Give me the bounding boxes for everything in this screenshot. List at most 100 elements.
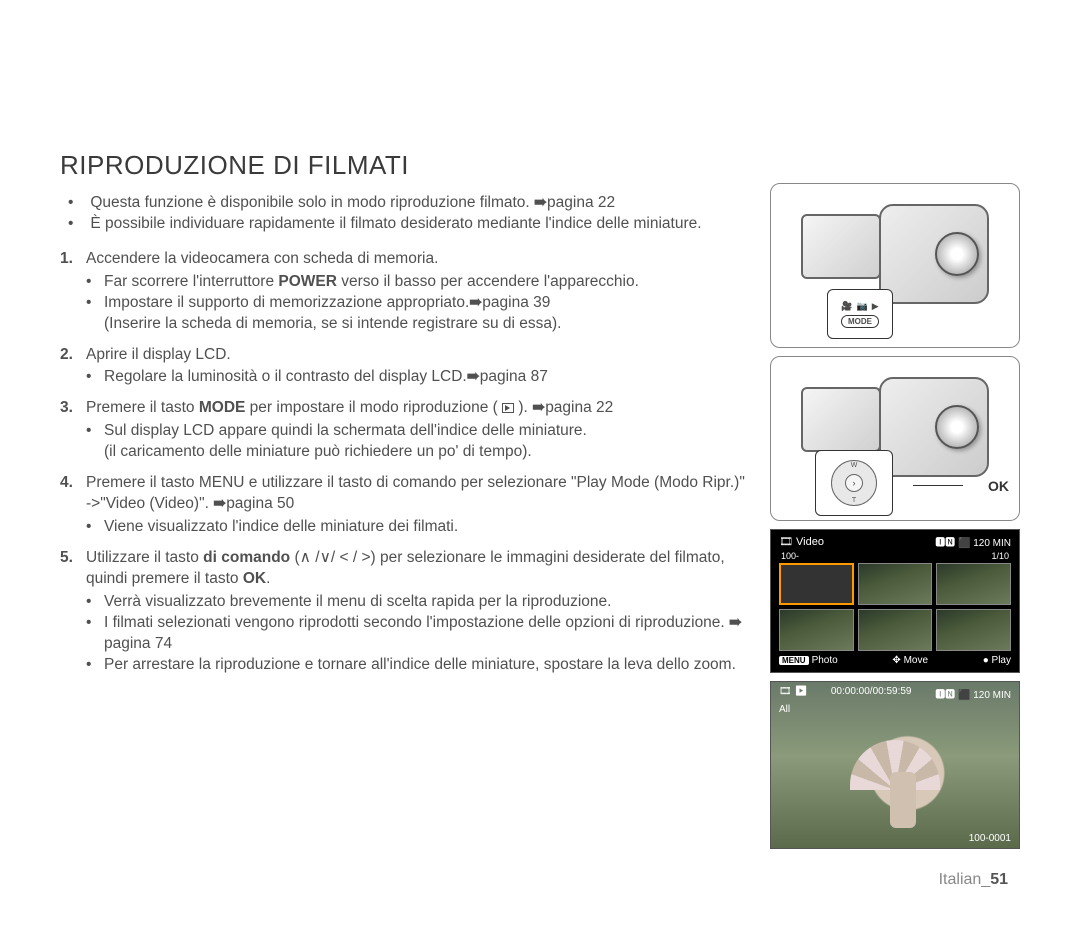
- arrow-icon: ➠: [469, 293, 482, 314]
- bold-mode: MODE: [199, 399, 246, 416]
- page-ref: pagina 39: [482, 294, 550, 311]
- step-item: Accendere la videocamera con scheda di m…: [60, 249, 750, 335]
- ok-callout: W T: [815, 450, 893, 516]
- camcorder-lens: [935, 405, 979, 449]
- video-icon: 🎥: [841, 301, 852, 312]
- intro-text: Questa funzione è disponibile solo in mo…: [90, 194, 534, 211]
- sub-item: Impostare il supporto di memorizzazione …: [86, 293, 750, 335]
- camcorder-screen: [801, 387, 881, 452]
- dpad-control: W T: [831, 460, 877, 506]
- step-main-mid: per impostare il modo riproduzione (: [245, 399, 502, 416]
- step-item: Aprire il display LCD. Regolare la lumin…: [60, 345, 750, 389]
- page-ref: pagina 87: [480, 368, 548, 385]
- content-wrap: Questa funzione è disponibile solo in mo…: [60, 193, 1020, 849]
- thumb-first-label: 100-: [781, 551, 799, 561]
- page-title: RIPRODUZIONE DI FILMATI: [60, 150, 1020, 181]
- step-main: Aprire il display LCD.: [86, 346, 231, 363]
- play-clip-id: 100-0001: [969, 833, 1011, 844]
- camcorder-body: [879, 204, 989, 304]
- sub-list: Viene visualizzato l'indice delle miniat…: [86, 517, 750, 538]
- sub-item: Per arrestare la riproduzione e tornare …: [86, 655, 750, 676]
- thumb-top-icons: 🅸🅽 ⬛ 120 MIN: [935, 534, 1011, 549]
- arrow-icon: ➠: [534, 193, 547, 214]
- sub-text: Regolare la luminosità o il contrasto de…: [104, 368, 467, 385]
- sub-item: I filmati selezionati vengono riprodotti…: [86, 613, 750, 655]
- step-item: Utilizzare il tasto di comando (∧ /∨/ < …: [60, 548, 750, 676]
- thumbnail-grid: [771, 561, 1019, 653]
- thumb-counter: 1/10: [991, 551, 1009, 561]
- mode-icons-row: 🎥 📷 ▶: [841, 301, 878, 312]
- steps-list: Accendere la videocamera con scheda di m…: [60, 249, 750, 676]
- sub-list: Far scorrere l'interruttore POWER verso …: [86, 272, 750, 335]
- thumb-footer: MENUPhoto ✥ Move ● Play: [771, 652, 1019, 669]
- thumbnail: [936, 563, 1011, 605]
- mode-button-label: MODE: [841, 315, 879, 328]
- playback-screen: 🎞 ▶ 00:00:00/00:59:59 🅸🅽 ⬛ 120 MIN All 1…: [770, 681, 1020, 849]
- sub-item: Regolare la luminosità o il contrasto de…: [86, 367, 750, 388]
- step-item: Premere il tasto MENU e utilizzare il ta…: [60, 473, 750, 538]
- page-ref: pagina 50: [226, 495, 294, 512]
- footer-menu: MENUPhoto: [779, 655, 838, 666]
- intro-item: Questa funzione è disponibile solo in mo…: [60, 193, 750, 214]
- play-icon: ▶: [872, 301, 879, 312]
- intro-text: È possibile individuare rapidamente il f…: [90, 215, 701, 232]
- intro-item: È possibile individuare rapidamente il f…: [60, 214, 750, 235]
- figure-graphic: [890, 772, 916, 828]
- thumbnail-selected: [779, 563, 854, 605]
- camcorder-screen: [801, 214, 881, 279]
- sub-text: Impostare il supporto di memorizzazione …: [104, 294, 469, 311]
- step-main-pre: Premere il tasto: [86, 399, 199, 416]
- page-ref: pagina 74: [104, 635, 172, 652]
- intro-page-ref: pagina 22: [547, 194, 615, 211]
- footer-play: ● Play: [983, 655, 1011, 666]
- thumbnail-index-screen: 🎞 Video 🅸🅽 ⬛ 120 MIN 100- 1/10 MENUPhoto…: [770, 529, 1020, 673]
- thumbnail: [936, 609, 1011, 651]
- diagram-ok-button: W T OK: [770, 356, 1020, 521]
- step-main: Accendere la videocamera con scheda di m…: [86, 250, 438, 267]
- ok-label: OK: [988, 478, 1009, 494]
- page-ref: pagina 22: [545, 399, 613, 416]
- sub-text: verso il basso per accendere l'apparecch…: [337, 273, 639, 290]
- sub-list: Sul display LCD appare quindi la scherma…: [86, 421, 750, 463]
- play-time: 00:00:00/00:59:59: [831, 686, 912, 701]
- dpad-t-label: T: [852, 497, 856, 504]
- sub-extra: (Inserire la scheda di memoria, se si in…: [104, 315, 561, 332]
- sub-list: Verrà visualizzato brevemente il menu di…: [86, 592, 750, 676]
- page-prefix: Italian_: [939, 871, 991, 888]
- page-num-value: 51: [990, 871, 1008, 888]
- dpad-w-label: W: [851, 462, 858, 469]
- thumbnail: [858, 609, 933, 651]
- camcorder-body: [879, 377, 989, 477]
- sub-item: Far scorrere l'interruttore POWER verso …: [86, 272, 750, 293]
- sub-list: Regolare la luminosità o il contrasto de…: [86, 367, 750, 388]
- sub-text: I filmati selezionati vengono riprodotti…: [104, 614, 729, 631]
- play-icons-left: 🎞 ▶: [779, 686, 807, 701]
- arrow-icon: ➠: [729, 613, 742, 634]
- step-main-pre: Premere il tasto MENU e utilizzare il ta…: [86, 474, 745, 512]
- mode-callout: 🎥 📷 ▶ MODE: [827, 289, 893, 339]
- arrow-icon: ➠: [467, 367, 480, 388]
- side-column: 🎥 📷 ▶ MODE W T OK: [770, 183, 1020, 849]
- arrow-icon: ➠: [532, 398, 545, 419]
- sub-item: Verrà visualizzato brevemente il menu di…: [86, 592, 750, 613]
- bold-comando: di comando: [203, 549, 290, 566]
- thumb-subheader: 100- 1/10: [771, 551, 1019, 561]
- text-column: Questa funzione è disponibile solo in mo…: [60, 193, 750, 849]
- sub-text: Sul display LCD appare quindi la scherma…: [104, 422, 587, 439]
- photo-icon: 📷: [857, 301, 868, 312]
- play-icons-right: 🅸🅽 ⬛ 120 MIN: [935, 686, 1011, 701]
- sub-text: Per arrestare la riproduzione e tornare …: [104, 656, 736, 673]
- play-all-badge: All: [779, 704, 790, 715]
- step-item: Premere il tasto MODE per impostare il m…: [60, 398, 750, 463]
- thumb-header: 🎞 Video 🅸🅽 ⬛ 120 MIN: [771, 530, 1019, 551]
- step-main-post: .: [266, 570, 270, 587]
- sub-item: Viene visualizzato l'indice delle miniat…: [86, 517, 750, 538]
- play-header: 🎞 ▶ 00:00:00/00:59:59 🅸🅽 ⬛ 120 MIN: [771, 682, 1019, 705]
- sub-extra: (il caricamento delle miniature può rich…: [104, 443, 532, 460]
- callout-line: [913, 485, 963, 487]
- bold-ok: OK: [243, 570, 266, 587]
- intro-list: Questa funzione è disponibile solo in mo…: [60, 193, 750, 235]
- page-number: Italian_51: [939, 871, 1008, 889]
- sub-item: Sul display LCD appare quindi la scherma…: [86, 421, 750, 463]
- thumbnail: [779, 609, 854, 651]
